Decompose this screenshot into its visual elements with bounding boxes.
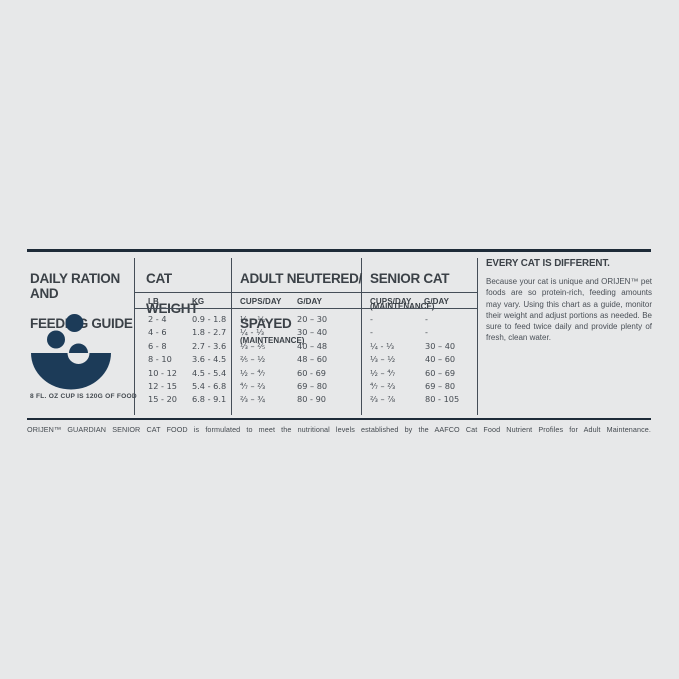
adult-header: ADULT NEUTERED/ SPAYED (MAINTENANCE) [240, 256, 362, 363]
table-cell: 0.9 - 1.8 [192, 314, 227, 324]
subheader-underline [134, 307, 478, 309]
table-cell: 6.8 - 9.1 [192, 394, 227, 405]
column-divider [477, 258, 479, 415]
kibble-dot-icon [65, 314, 84, 332]
table-cell: ⅖ – ½ [240, 354, 266, 365]
table-cell: ¼ - ⅓ [370, 340, 395, 351]
table-cell: ⁴⁄₇ – ⅔ [240, 380, 266, 391]
senior-g-column: - - 30 – 40 40 – 60 60 – 69 69 – 80 80 -… [425, 313, 459, 407]
table-cell: 4.5 - 5.4 [192, 367, 227, 378]
aside-body: Because your cat is unique and ORIJEN™ p… [486, 277, 652, 343]
table-cell: 2 - 4 [148, 314, 167, 324]
table-cell: - [370, 314, 373, 324]
adult-cups-subheader: CUPS/DAY [240, 297, 282, 306]
lb-subheader: LB [148, 297, 159, 306]
table-cell: 2.7 - 3.6 [192, 340, 227, 351]
table-cell: ½ – ⁴⁄₇ [370, 367, 396, 378]
table-cell: 6 - 8 [148, 340, 167, 351]
senior-header-line1: SENIOR CAT [370, 271, 450, 286]
senior-header: SENIOR CAT (MAINTENANCE) [370, 256, 450, 328]
adult-header-line1: ADULT NEUTERED/ [240, 271, 362, 286]
table-cell: ⅓ – ⅖ [240, 340, 266, 351]
cup-size-note: 8 FL. OZ CUP IS 120G OF FOOD [30, 393, 137, 400]
table-cell: 69 – 80 [425, 380, 456, 391]
column-divider [361, 258, 363, 415]
table-cell: - [425, 327, 428, 338]
adult-header-maintenance: (MAINTENANCE) [240, 336, 305, 345]
table-cell: ⁴⁄₇ – ⅔ [370, 380, 396, 391]
table-cell: 12 - 15 [148, 380, 177, 391]
bowl-shape [31, 353, 111, 390]
table-cell: - [425, 314, 428, 324]
kg-subheader: KG [192, 297, 205, 306]
senior-g-subheader: G/DAY [424, 297, 450, 306]
food-bowl-icon [31, 314, 111, 390]
table-cell: ⅔ – ¾ [240, 394, 266, 405]
kibble-dot-icon [47, 330, 65, 349]
table-cell: 3.6 - 4.5 [192, 354, 227, 365]
table-cell: 30 – 40 [425, 340, 456, 351]
table-cell: 69 – 80 [297, 380, 328, 391]
table-cell: 40 – 48 [297, 340, 328, 351]
table-cell: 10 - 12 [148, 367, 177, 378]
kibble-dot-icon [69, 343, 88, 353]
table-cell: ⅔ – ⅞ [370, 394, 396, 405]
table-cell: 80 - 90 [297, 394, 326, 405]
table-cell: 8 - 10 [148, 354, 172, 365]
lb-column: 2 - 4 4 - 6 6 - 8 8 - 10 10 - 12 12 - 15… [148, 313, 177, 407]
top-rule [27, 249, 651, 252]
table-cell: 15 - 20 [148, 394, 177, 405]
table-cell: 5.4 - 6.8 [192, 380, 227, 391]
table-cell: 20 – 30 [297, 314, 328, 324]
table-cell: ⅓ – ½ [370, 354, 396, 365]
table-cell: 30 – 40 [297, 327, 328, 338]
adult-cups-column: ⅙ – ¼ ¼ - ⅓ ⅓ – ⅖ ⅖ – ½ ½ – ⁴⁄₇ ⁴⁄₇ – ⅔ … [240, 313, 265, 407]
aside-heading: EVERY CAT IS DIFFERENT. [486, 258, 610, 269]
bottom-rule [27, 418, 651, 420]
table-cell: 1.8 - 2.7 [192, 327, 227, 338]
table-cell: - [370, 327, 373, 338]
table-cell: 60 – 69 [425, 367, 456, 378]
table-cell: ½ – ⁴⁄₇ [240, 367, 266, 378]
table-cell: 4 - 6 [148, 327, 167, 338]
table-cell: 80 - 105 [425, 394, 460, 405]
adult-g-subheader: G/DAY [297, 297, 323, 306]
header-underline [134, 292, 478, 294]
table-cell: ⅙ – ¼ [240, 314, 266, 324]
section-title-line1: DAILY RATION AND [30, 271, 120, 301]
adult-header-line2: SPAYED (MAINTENANCE) [240, 301, 362, 348]
kg-column: 0.9 - 1.8 1.8 - 2.7 2.7 - 3.6 3.6 - 4.5 … [192, 313, 226, 407]
column-divider [231, 258, 233, 415]
adult-g-column: 20 – 30 30 – 40 40 – 48 48 – 60 60 - 69 … [297, 313, 327, 407]
cat-weight-line1: CAT [146, 271, 172, 286]
senior-cups-subheader: CUPS/DAY [370, 297, 412, 306]
senior-header-maintenance: (MAINTENANCE) [370, 302, 435, 311]
column-divider [134, 258, 136, 415]
table-cell: 60 - 69 [297, 367, 326, 378]
adult-header-spayed: SPAYED [240, 316, 292, 331]
table-cell: 48 – 60 [297, 354, 328, 365]
senior-cups-column: - - ¼ - ⅓ ⅓ – ½ ½ – ⁴⁄₇ ⁴⁄₇ – ⅔ ⅔ – ⅞ [370, 313, 395, 407]
footnote: ORIJEN™ GUARDIAN SENIOR CAT FOOD is form… [27, 425, 651, 434]
table-cell: ¼ - ⅓ [240, 327, 265, 338]
bowl-notch [67, 353, 90, 364]
table-cell: 40 – 60 [425, 354, 456, 365]
